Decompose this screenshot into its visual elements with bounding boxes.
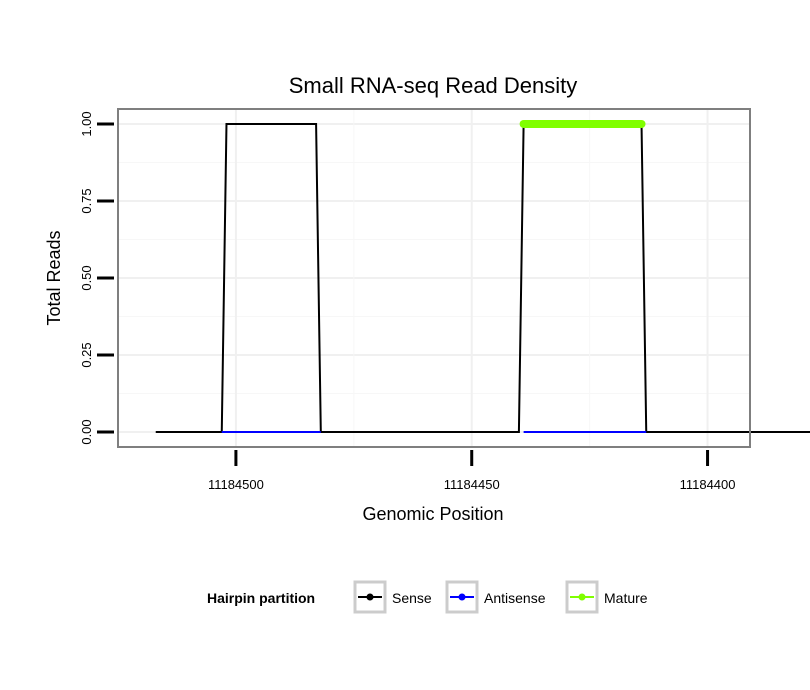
legend-item-sense: Sense [353, 580, 432, 614]
chart-title: Small RNA-seq Read Density [289, 73, 578, 98]
y-axis: 0.00 0.25 0.50 0.75 1.00 [79, 111, 114, 445]
x-axis-title: Genomic Position [362, 504, 503, 524]
legend-label: Mature [604, 590, 648, 606]
legend-title: Hairpin partition [207, 590, 315, 606]
y-axis-title: Total Reads [44, 230, 64, 325]
legend-key-dot [458, 593, 466, 601]
legend: Hairpin partition Sense Antisense Mature [207, 580, 648, 614]
legend-label: Sense [392, 590, 432, 606]
plot-border [117, 108, 751, 448]
legend-item-antisense: Antisense [445, 580, 546, 614]
y-tick-label: 1.00 [79, 111, 94, 136]
legend-key-dot [578, 593, 586, 601]
sense-line [155, 123, 810, 433]
y-tick-label: 0.75 [79, 188, 94, 213]
y-tick-label: 0.50 [79, 265, 94, 290]
x-axis: 11184500 11184450 11184400 [208, 450, 736, 492]
series-sense [155, 123, 810, 433]
series-layer [155, 120, 810, 433]
y-tick-label: 0.00 [79, 419, 94, 444]
legend-item-mature: Mature [565, 580, 648, 614]
legend-label: Antisense [484, 590, 546, 606]
legend-items: Sense Antisense Mature [353, 580, 648, 614]
x-tick-label: 11184500 [208, 477, 264, 492]
y-tick-label: 0.25 [79, 342, 94, 367]
legend-key-dot [366, 593, 374, 601]
x-tick-label: 11184450 [444, 477, 500, 492]
x-tick-label: 11184400 [680, 477, 736, 492]
